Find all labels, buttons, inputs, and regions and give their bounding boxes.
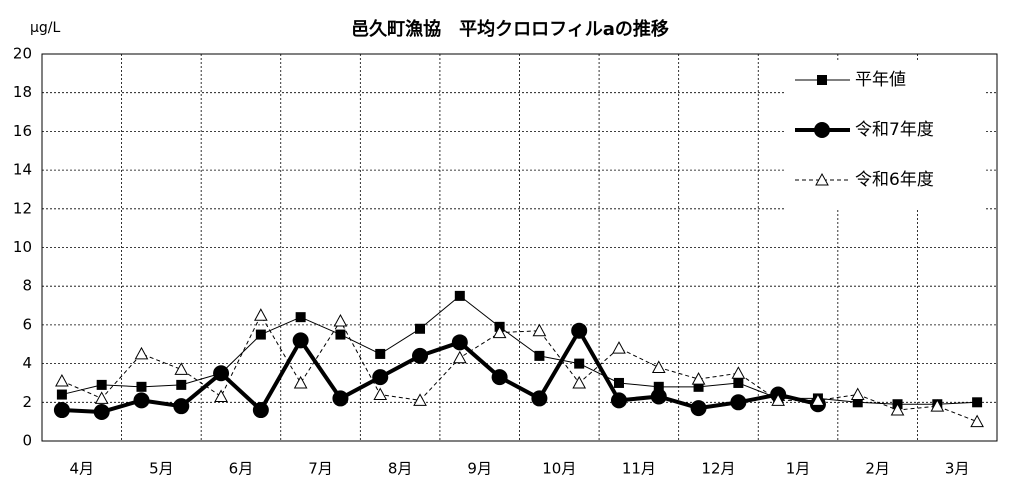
marker-circle <box>730 394 747 411</box>
y-tick-label: 2 <box>22 393 32 411</box>
marker-circle <box>93 403 110 420</box>
marker-triangle <box>691 372 706 385</box>
marker-circle <box>372 369 389 386</box>
marker-square <box>255 329 266 340</box>
y-tick-label: 6 <box>22 315 32 333</box>
marker-square <box>176 379 187 390</box>
marker-square <box>375 348 386 359</box>
marker-square <box>56 389 67 400</box>
marker-square <box>852 397 863 408</box>
marker-triangle <box>890 402 905 416</box>
x-tick-label: 12月 <box>701 460 735 478</box>
marker-triangle <box>970 414 984 428</box>
y-tick-label: 10 <box>13 238 32 256</box>
x-tick-label: 3月 <box>945 460 970 478</box>
marker-triangle <box>572 375 587 389</box>
marker-circle <box>451 334 468 351</box>
marker-circle <box>412 347 429 364</box>
y-tick-label: 20 <box>13 45 32 63</box>
marker-circle <box>690 400 707 417</box>
marker-circle <box>133 392 150 409</box>
x-tick-label: 11月 <box>622 460 656 478</box>
marker-square <box>415 323 426 334</box>
marker-triangle <box>612 341 626 354</box>
marker-triangle <box>731 366 746 379</box>
x-tick-label: 7月 <box>308 460 333 478</box>
marker-square <box>96 379 107 390</box>
marker-square <box>574 358 585 369</box>
x-tick-label: 8月 <box>388 460 413 478</box>
marker-circle <box>213 365 230 382</box>
marker-circle <box>531 390 548 407</box>
marker-square <box>653 381 664 392</box>
marker-triangle <box>850 387 865 401</box>
marker-circle <box>650 388 667 405</box>
marker-circle <box>332 390 349 407</box>
marker-triangle <box>254 308 268 321</box>
y-tick-label: 0 <box>22 432 32 450</box>
marker-square <box>454 290 465 301</box>
marker-circle <box>173 398 190 415</box>
marker-triangle <box>651 360 666 373</box>
legend-marker <box>817 75 827 85</box>
marker-circle <box>252 402 269 419</box>
marker-square <box>136 381 147 392</box>
plot-frame <box>41 53 998 442</box>
marker-triangle <box>532 323 547 337</box>
marker-triangle <box>134 346 149 360</box>
marker-triangle <box>492 325 507 339</box>
x-tick-label: 10月 <box>542 460 576 478</box>
marker-square <box>972 397 983 408</box>
marker-square <box>295 312 306 323</box>
x-tick-label: 4月 <box>70 460 95 478</box>
x-tick-label: 5月 <box>149 460 174 478</box>
marker-triangle <box>214 389 228 402</box>
marker-circle <box>491 369 508 386</box>
x-tick-label: 1月 <box>786 460 811 478</box>
marker-square <box>335 329 346 340</box>
legend-marker <box>815 172 829 186</box>
marker-square <box>693 381 704 392</box>
legend-marker <box>814 122 830 138</box>
marker-triangle <box>333 313 348 327</box>
marker-triangle <box>452 350 467 364</box>
marker-square <box>733 377 744 388</box>
x-tick-label: 9月 <box>467 460 492 478</box>
y-axis-label: μg/L <box>30 20 61 36</box>
marker-square <box>534 350 545 361</box>
marker-circle <box>571 322 588 339</box>
legend-label: 令和7年度 <box>855 120 934 140</box>
marker-circle <box>53 402 70 419</box>
legend-label: 令和6年度 <box>855 170 934 190</box>
marker-triangle <box>94 391 109 404</box>
series-line <box>61 314 978 423</box>
marker-circle <box>292 332 309 349</box>
y-tick-label: 18 <box>13 83 32 101</box>
marker-triangle <box>293 375 308 389</box>
marker-square <box>613 377 624 388</box>
y-tick-label: 16 <box>13 122 32 140</box>
x-tick-label: 6月 <box>229 460 254 478</box>
y-tick-label: 14 <box>13 161 32 179</box>
x-tick-label: 2月 <box>865 460 890 478</box>
marker-circle <box>610 392 627 409</box>
legend-label: 平年値 <box>855 70 906 90</box>
y-tick-label: 4 <box>22 354 32 372</box>
marker-triangle <box>174 362 189 375</box>
marker-triangle <box>771 393 785 406</box>
chart-title: 邑久町漁協 平均クロロフィルaの推移 <box>351 18 669 40</box>
marker-triangle <box>55 373 69 387</box>
marker-triangle <box>413 393 427 406</box>
y-tick-label: 12 <box>13 199 32 217</box>
marker-triangle <box>811 393 825 406</box>
marker-triangle <box>930 399 945 412</box>
marker-triangle <box>373 387 388 401</box>
y-tick-label: 8 <box>22 277 32 295</box>
